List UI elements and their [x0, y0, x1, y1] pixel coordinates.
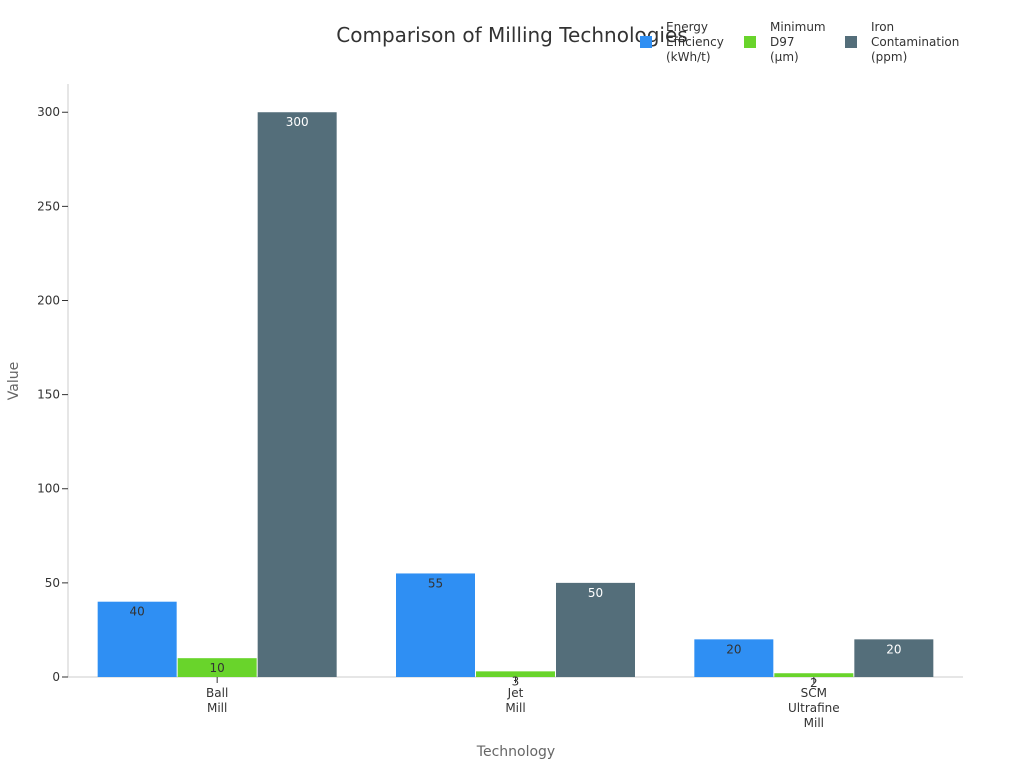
bar	[556, 582, 635, 677]
bar	[97, 601, 177, 677]
legend-swatch	[845, 36, 857, 48]
bar-value-label: 10	[210, 661, 225, 675]
y-tick-label: 0	[52, 670, 60, 684]
legend-label-line: Efficiency	[666, 35, 724, 49]
chart-title: Comparison of Milling Technologies	[336, 23, 687, 47]
legend-label: Minimum D97 (μm)	[770, 20, 826, 64]
y-axis-title: Value	[6, 362, 22, 400]
legend-swatch	[744, 36, 756, 48]
y-tick-label: 200	[37, 293, 60, 307]
x-tick-label: Ball Mill	[206, 686, 228, 715]
x-tick-label-line: Ball	[206, 686, 228, 700]
legend-label-line: Energy	[666, 20, 708, 34]
legend-label-line: Contamination	[871, 35, 959, 49]
bars: 40103005535020220	[97, 112, 934, 690]
legend-label-line: (kWh/t)	[666, 50, 711, 64]
y-axis-ticks: 0 50 100 150 200 250 300	[37, 105, 68, 684]
bar-value-label: 20	[726, 642, 741, 656]
bar-value-label: 50	[588, 586, 603, 600]
legend-label-line: (ppm)	[871, 50, 907, 64]
bar	[396, 573, 475, 677]
x-tick-label: SCM Ultrafine Mill	[788, 686, 840, 730]
bar-value-label: 2	[810, 676, 818, 690]
legend: Energy Efficiency (kWh/t) Minimum D97 (μm) Iro…	[640, 20, 959, 64]
legend-label: Iron Contamination (ppm)	[871, 20, 959, 64]
bar	[257, 112, 337, 677]
x-tick-label: Jet Mill	[505, 686, 525, 715]
x-tick-label-line: Mill	[207, 701, 227, 715]
x-tick-label-line: Ultrafine	[788, 701, 840, 715]
bar	[854, 639, 934, 677]
bar	[694, 639, 774, 677]
legend-label-line: Minimum	[770, 20, 826, 34]
y-tick-label: 250	[37, 199, 60, 213]
legend-label: Energy Efficiency (kWh/t)	[666, 20, 724, 64]
bar	[177, 658, 257, 677]
y-tick-label: 300	[37, 105, 60, 119]
bar-value-label: 55	[428, 576, 443, 590]
x-tick-label-line: SCM	[801, 686, 827, 700]
legend-label-line: (μm)	[770, 50, 799, 64]
x-axis-title: Technology	[476, 744, 555, 760]
legend-label-line: Iron	[871, 20, 894, 34]
legend-swatch	[640, 36, 652, 48]
bar-value-label: 300	[286, 115, 309, 129]
bar	[774, 673, 854, 677]
bar-value-label: 40	[130, 605, 145, 619]
y-tick-label: 50	[45, 576, 60, 590]
y-tick-label: 100	[37, 482, 60, 496]
bar	[476, 671, 555, 677]
legend-label-line: D97	[770, 35, 795, 49]
y-tick-label: 150	[37, 388, 60, 402]
x-tick-label-line: Mill	[804, 716, 824, 730]
x-tick-label-line: Jet	[507, 686, 524, 700]
bar-value-label: 20	[886, 642, 901, 656]
x-tick-label-line: Mill	[505, 701, 525, 715]
